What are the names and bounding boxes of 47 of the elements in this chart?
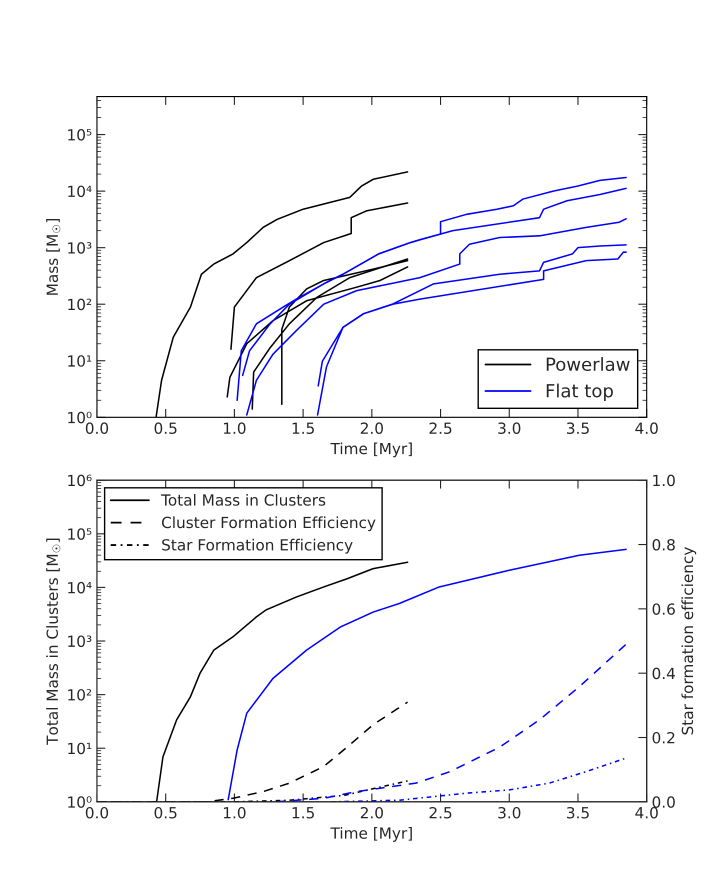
x-tick-label: 0.0	[86, 422, 108, 434]
x-tick-label: 0.0	[86, 806, 108, 819]
y-tick-label: 10³	[68, 635, 92, 648]
x-tick-label: 2.0	[360, 806, 383, 819]
legend-label: Total Mass in Clusters	[161, 494, 326, 506]
legend-label: Cluster Formation Efficiency	[162, 516, 376, 532]
x-tick-label: 3.0	[498, 806, 520, 819]
y-tick-label: 10⁵	[68, 129, 92, 141]
y-tick-label: 10²	[68, 689, 92, 701]
x-tick-label: 3.0	[498, 422, 520, 434]
y-tick-label: 10⁴	[68, 582, 92, 594]
x-tick-label: 1.0	[224, 806, 246, 819]
legend-label: Flat top	[546, 384, 613, 402]
y-tick-label: 10⁴	[68, 186, 92, 198]
y2-tick-label: 0.8	[652, 539, 675, 551]
x-tick-label: 2.5	[430, 422, 452, 434]
y-tick-label: 10⁶	[68, 474, 92, 486]
legend-label: Star Formation Efficiency	[162, 538, 353, 554]
legend-label: Powerlaw	[546, 357, 630, 372]
x-tick-label: 2.0	[360, 422, 383, 434]
y2-tick-label: 0.6	[652, 603, 675, 615]
x-tick-label: 3.5	[566, 806, 589, 819]
y2-axis-title: Star formation efficiency	[681, 547, 696, 734]
y-tick-label: 10¹	[68, 742, 92, 754]
y-axis-title: Total Mass in Clusters [M$_{☉}$]	[46, 538, 60, 745]
y-tick-label: 10¹	[68, 355, 92, 367]
x-tick-label: 1.0	[224, 422, 246, 434]
x-axis-title: Time [Myr]	[330, 827, 412, 842]
y-tick-label: 10⁵	[68, 528, 92, 540]
x-tick-label: 0.5	[154, 806, 176, 819]
x-tick-label: 1.5	[292, 422, 314, 434]
y-tick-label: 10⁰	[68, 412, 92, 424]
y2-tick-label: 0.0	[652, 796, 675, 808]
y2-tick-label: 0.2	[652, 732, 674, 744]
x-tick-label: 1.5	[292, 807, 314, 819]
x-tick-label: 4.0	[635, 422, 658, 434]
y-tick-label: 10⁰	[68, 796, 92, 808]
x-tick-label: 2.5	[430, 806, 452, 819]
y-tick-label: 10²	[68, 298, 92, 310]
y2-tick-label: 1.0	[653, 474, 675, 486]
y-axis-title: Mass [M$_{☉}$]	[46, 219, 60, 295]
y-tick-label: 10³	[68, 242, 92, 254]
x-tick-label: 0.5	[154, 422, 176, 434]
y2-tick-label: 0.4	[652, 668, 675, 680]
x-tick-label: 4.0	[635, 806, 658, 819]
x-axis-title: Time [Myr]	[330, 442, 412, 458]
x-tick-label: 3.5	[566, 422, 589, 434]
